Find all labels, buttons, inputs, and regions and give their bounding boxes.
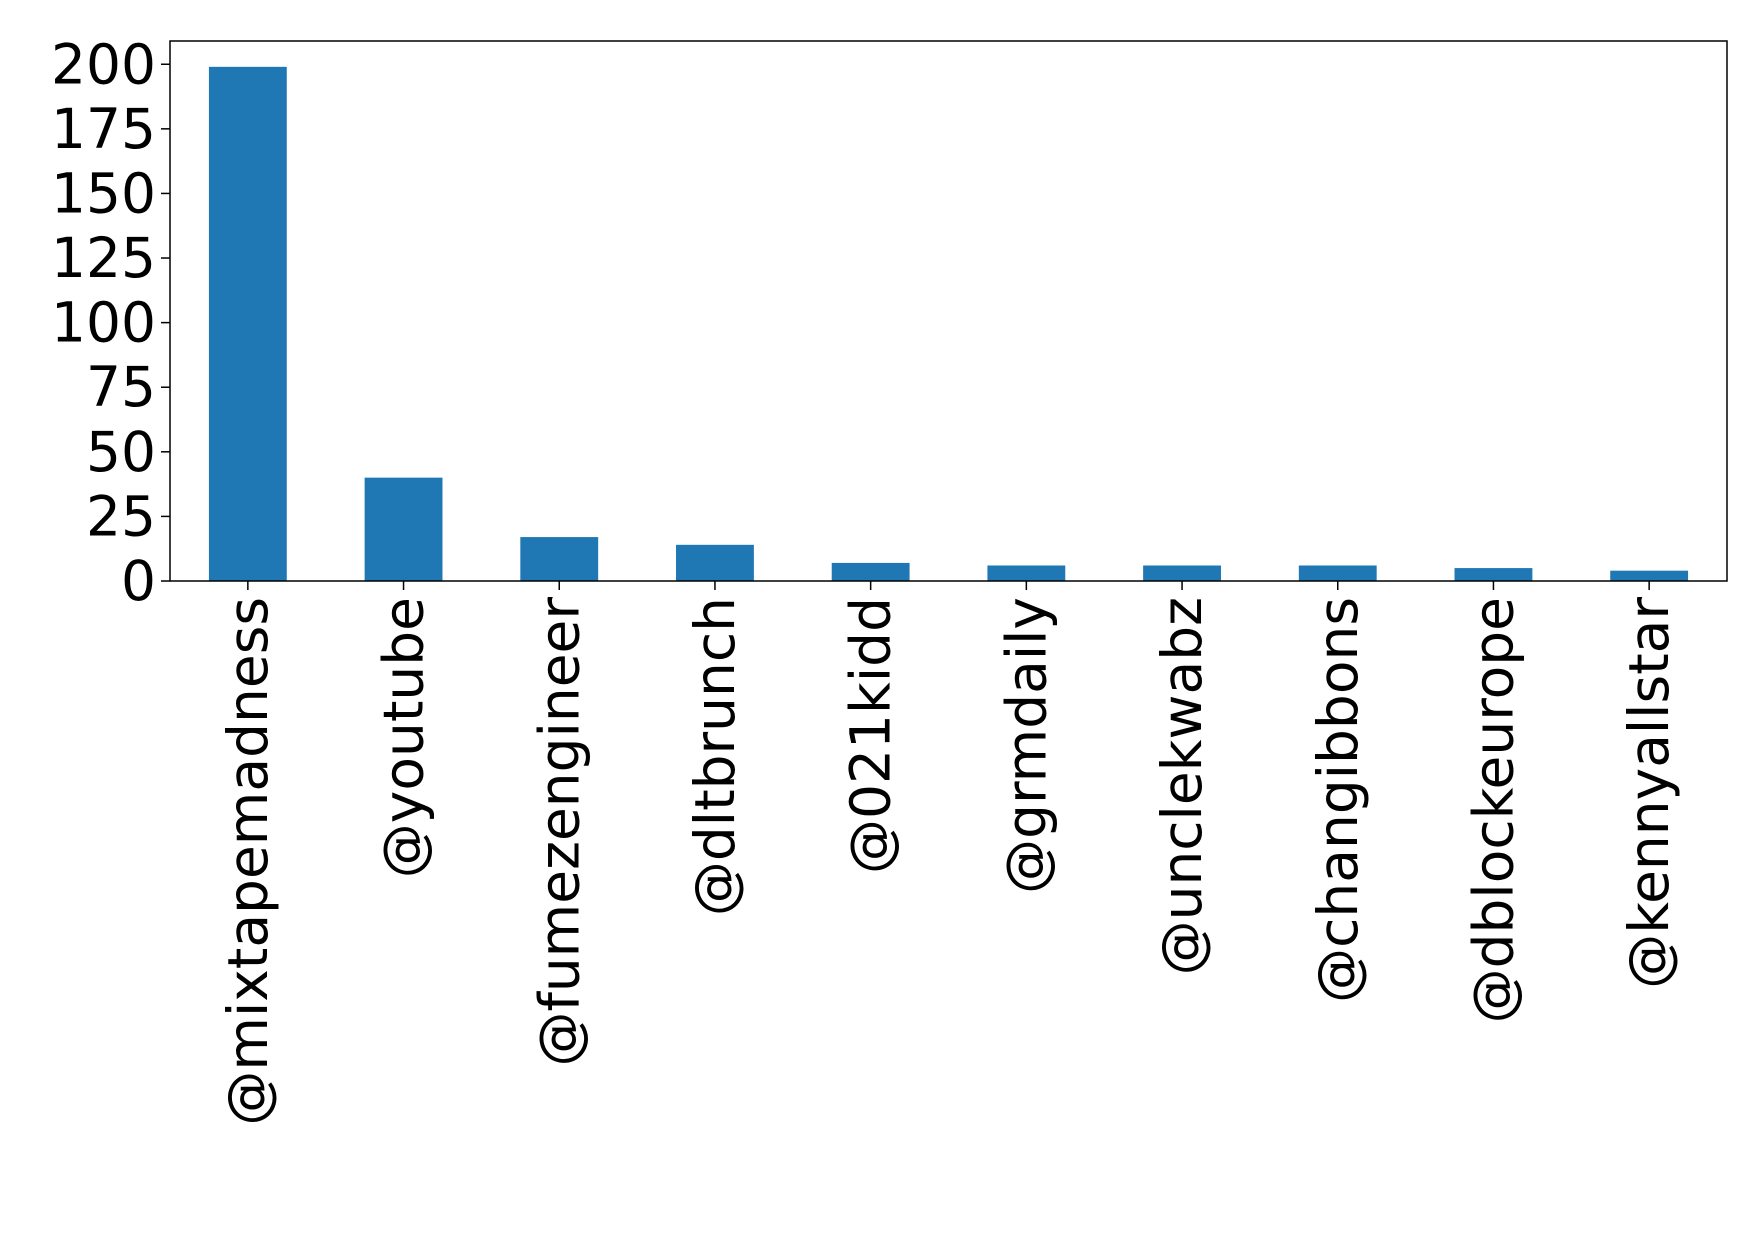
x-tick-label: @dltbrunch bbox=[683, 597, 747, 916]
bar-dblockeurope bbox=[1454, 568, 1533, 581]
bar-kennyallstar bbox=[1610, 570, 1689, 581]
plot-frame bbox=[169, 40, 1728, 582]
bar-021kidd bbox=[831, 562, 910, 581]
bar-changibbons bbox=[1298, 565, 1377, 581]
x-tick-label: @dblockeurope bbox=[1461, 597, 1525, 1023]
x-axis: @mixtapemadness @youtube @fumezengineer @dl… bbox=[216, 581, 1681, 1126]
bar-unclekwabz bbox=[1143, 565, 1221, 581]
bar-fumezengineer bbox=[520, 537, 599, 581]
y-tick-label: 0 bbox=[121, 549, 156, 613]
y-tick-label: 50 bbox=[86, 420, 156, 484]
x-tick-label: @changibbons bbox=[1306, 597, 1370, 1003]
bar-grmdaily bbox=[987, 565, 1066, 581]
y-tick-label: 100 bbox=[51, 291, 156, 355]
x-tick-label: @fumezengineer bbox=[527, 597, 591, 1067]
x-tick-label: @mixtapemadness bbox=[216, 597, 280, 1126]
y-tick-label: 125 bbox=[51, 226, 156, 290]
y-tick-label: 25 bbox=[86, 484, 156, 548]
x-tick-label: @grmdaily bbox=[994, 597, 1058, 894]
y-tick-label: 150 bbox=[51, 161, 156, 225]
bars-group bbox=[208, 66, 1689, 581]
bar-mixtapemadness bbox=[208, 66, 287, 581]
y-tick-label: 175 bbox=[51, 97, 156, 161]
x-tick-label: @unclekwabz bbox=[1150, 597, 1214, 975]
x-tick-label: @youtube bbox=[372, 597, 436, 878]
bar-youtube bbox=[364, 477, 443, 581]
x-tick-label: @021kidd bbox=[839, 597, 903, 874]
y-tick-label: 200 bbox=[51, 32, 156, 96]
y-tick-label: 75 bbox=[86, 355, 156, 419]
x-tick-label: @kennyallstar bbox=[1617, 597, 1681, 989]
bar-dltbrunch bbox=[676, 544, 754, 581]
